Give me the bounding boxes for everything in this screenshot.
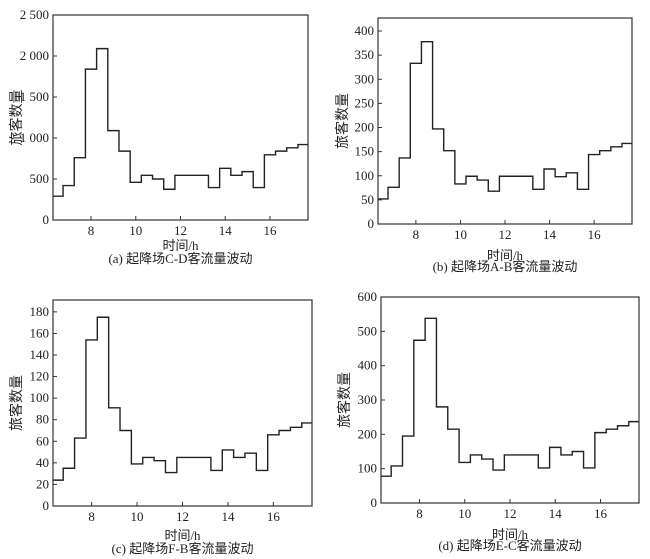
y-axis-label: 旅客数量 (8, 90, 25, 146)
x-tick-label: 16 (588, 227, 602, 242)
x-tick-label: 16 (267, 509, 281, 524)
y-tick-label: 150 (355, 144, 375, 159)
y-tick-label: 100 (358, 461, 378, 476)
x-tick-label: 14 (543, 227, 557, 242)
x-tick-label: 12 (504, 506, 517, 521)
y-tick-label: 600 (358, 289, 378, 304)
y-tick-label: 100 (30, 390, 50, 405)
passenger-flow-step-line (378, 40, 632, 200)
x-tick-label: 8 (88, 223, 95, 238)
passenger-flow-step-line (53, 316, 312, 481)
y-tick-label: 250 (355, 95, 375, 110)
y-tick-label: 1 500 (20, 89, 49, 104)
y-tick-label: 80 (36, 412, 49, 427)
chart-caption: (d) 起降场E-C客流量波动 (438, 538, 581, 553)
x-axis-label: 时间/h (164, 528, 201, 543)
chart-panel-d: 8 10 12 14 16 0 100 200 300 400 500 600 时间/h 旅客数量 (d) … (336, 289, 640, 553)
y-tick-label: 300 (355, 71, 375, 86)
x-tick-label: 8 (416, 506, 423, 521)
x-tick-label: 14 (219, 223, 233, 238)
y-tick-label: 50 (361, 192, 374, 207)
x-tick-label: 12 (176, 509, 189, 524)
x-tick-label: 8 (413, 227, 420, 242)
x-tick-label: 14 (549, 506, 563, 521)
y-tick-label: 350 (355, 47, 375, 62)
x-tick-label: 14 (221, 509, 235, 524)
y-tick-label: 200 (355, 120, 375, 135)
y-tick-label: 140 (30, 347, 50, 362)
y-tick-label: 40 (36, 455, 49, 470)
y-tick-label: 400 (355, 23, 375, 38)
passenger-flow-step-line (381, 317, 639, 477)
y-tick-label: 500 (30, 171, 50, 186)
y-tick-label: 0 (368, 216, 375, 231)
plot-frame (52, 14, 309, 221)
y-tick-label: 1 000 (20, 130, 49, 145)
x-tick-label: 12 (174, 223, 187, 238)
y-tick-label: 120 (30, 369, 50, 384)
chart-caption: (c) 起降场F-B客流量波动 (112, 541, 254, 556)
x-tick-label: 10 (454, 227, 467, 242)
y-axis-label: 旅客数量 (8, 375, 25, 431)
plot-frame (377, 17, 633, 225)
y-tick-label: 0 (43, 212, 50, 227)
x-tick-label: 10 (129, 223, 142, 238)
y-tick-label: 500 (358, 323, 378, 338)
chart-panel-c: 8 10 12 14 16020406080100120140160180时间/h旅客数… (8, 299, 313, 556)
y-tick-label: 100 (355, 168, 375, 183)
plot-frame (380, 296, 640, 504)
y-tick-label: 20 (36, 476, 49, 491)
x-tick-label: 10 (458, 506, 471, 521)
x-axis-label: 时间/h (487, 248, 524, 263)
y-tick-label: 0 (43, 498, 50, 513)
y-tick-label: 400 (358, 358, 378, 373)
x-tick-label: 16 (263, 223, 277, 238)
y-axis-label: 旅客数量 (334, 93, 351, 149)
chart-panel-a: 8 10 12 14 16 0 500 1 000 1 500 2 000 2 500 时间/h 旅客数… (8, 7, 309, 266)
y-tick-label: 200 (358, 426, 378, 441)
x-tick-label: 12 (499, 227, 512, 242)
y-tick-label: 2 500 (20, 7, 49, 22)
y-tick-label: 60 (36, 433, 49, 448)
x-tick-label: 16 (594, 506, 608, 521)
chart-panel-b: 8 10 12 14 16 0 50 100 150 200 250 300 350 400 时间/h 旅客数… (334, 17, 633, 274)
passenger-flow-step-line (53, 47, 308, 197)
x-tick-label: 10 (131, 509, 144, 524)
chart-caption: (b) 起降场A-B客流量波动 (433, 259, 578, 274)
x-axis-label: 时间/h (492, 527, 529, 542)
x-tick-label: 8 (88, 509, 95, 524)
plot-frame (52, 299, 313, 507)
chart-caption: (a) 起降场C-D客流量波动 (108, 251, 252, 266)
y-axis-label: 旅客数量 (336, 372, 353, 428)
y-tick-label: 160 (30, 325, 50, 340)
y-tick-label: 0 (371, 495, 378, 510)
y-tick-label: 180 (30, 304, 50, 319)
y-tick-label: 2 000 (20, 48, 49, 63)
x-axis-label: 时间/h (162, 238, 199, 253)
y-tick-label: 300 (358, 392, 378, 407)
